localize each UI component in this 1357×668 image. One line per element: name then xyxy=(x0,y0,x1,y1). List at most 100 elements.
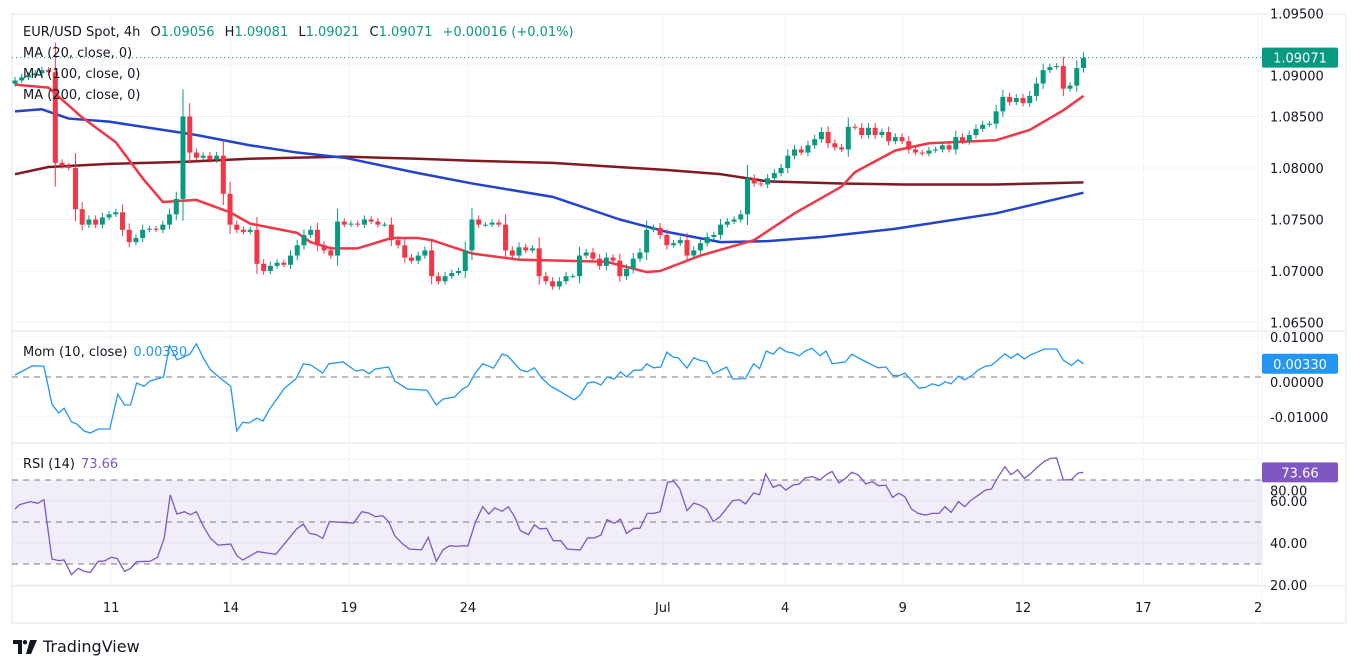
candle-body xyxy=(1080,57,1086,69)
candle-body xyxy=(899,137,905,142)
candle xyxy=(980,120,986,132)
candle-body xyxy=(59,162,65,166)
rsi-value: 73.66 xyxy=(80,457,119,472)
candle-body xyxy=(684,240,690,256)
candle-body xyxy=(402,245,408,258)
open-label: O xyxy=(150,25,161,40)
candle-body xyxy=(449,273,455,277)
candle xyxy=(684,232,690,262)
candle-body xyxy=(886,131,892,142)
candle-body xyxy=(261,263,267,271)
candle xyxy=(388,217,394,246)
candle xyxy=(173,191,179,221)
candle-body xyxy=(771,173,777,179)
candle-body xyxy=(1067,85,1073,89)
ma200-line xyxy=(14,155,1084,186)
candle-body xyxy=(375,221,381,225)
candle xyxy=(415,251,421,264)
candle-body xyxy=(429,250,435,277)
momentum-tick-label: 0.01000 xyxy=(1270,331,1324,346)
candle-body xyxy=(973,128,979,136)
candle-body xyxy=(939,145,945,150)
candle-body xyxy=(86,219,92,225)
candle xyxy=(187,103,193,164)
rsi-tick-label: 80.00 xyxy=(1270,484,1307,499)
candle xyxy=(153,225,159,233)
momentum-legend[interactable]: Mom (10, close) 0.00330 xyxy=(23,345,193,361)
candle xyxy=(697,238,703,255)
candle xyxy=(576,246,582,284)
candle xyxy=(993,105,999,129)
momentum-line xyxy=(14,342,1084,434)
candle xyxy=(469,207,475,260)
candle-body xyxy=(153,228,159,230)
candle xyxy=(657,223,663,239)
ma20-legend[interactable]: MA (20, close, 0) xyxy=(23,46,133,61)
candle xyxy=(200,152,206,161)
candle xyxy=(503,214,509,259)
candle xyxy=(261,259,267,275)
candle xyxy=(899,133,905,145)
candle-body xyxy=(66,165,72,168)
brand-name: TradingView xyxy=(43,637,140,656)
candle-body xyxy=(879,131,885,136)
price-tick-label: 1.07000 xyxy=(1270,265,1324,280)
candle xyxy=(711,231,717,240)
candle-body xyxy=(738,214,744,220)
candle xyxy=(12,76,18,87)
candle xyxy=(113,209,119,217)
candle xyxy=(516,242,522,260)
candle-body xyxy=(993,111,999,124)
candle-body xyxy=(960,137,966,142)
rsi-band-fill xyxy=(12,480,1262,564)
last-price-badge-bg xyxy=(1262,47,1338,68)
price-tick-label: 1.08500 xyxy=(1270,111,1324,126)
candle xyxy=(456,267,462,276)
rsi-legend[interactable]: RSI (14) 73.66 xyxy=(23,457,124,473)
axes[interactable]: 11 14 19 24 Jul 4 9 12 17 2 1.09500 1.09000 1.08500 1… xyxy=(12,8,1338,617)
candle-body xyxy=(32,73,38,76)
candle-body xyxy=(583,252,589,256)
candle-body xyxy=(986,123,992,125)
candle xyxy=(718,218,724,240)
close-value: 1.09071 xyxy=(378,25,433,40)
candle-body xyxy=(220,155,226,194)
time-tick-label: 17 xyxy=(1135,601,1152,616)
ma100-legend[interactable]: MA (100, close, 0) xyxy=(23,67,141,82)
momentum-label: Mom (10, close) xyxy=(23,345,128,360)
tradingview-logo[interactable]: TradingView xyxy=(13,637,140,656)
candle xyxy=(738,210,744,223)
candle-body xyxy=(697,243,703,251)
candle-body xyxy=(1040,70,1046,84)
candle xyxy=(281,259,287,268)
price-tick-label: 1.07500 xyxy=(1270,214,1324,229)
candle-body xyxy=(798,149,804,153)
candle-body xyxy=(469,219,475,251)
rsi-line xyxy=(14,457,1084,576)
candle xyxy=(536,237,542,285)
grid xyxy=(11,13,1347,624)
time-tick-label: 14 xyxy=(222,601,239,616)
candle xyxy=(879,128,885,138)
candle-body xyxy=(489,222,495,225)
candle xyxy=(402,238,408,263)
candle xyxy=(361,215,367,228)
candle-body xyxy=(1027,95,1033,104)
candle xyxy=(1074,60,1080,92)
candle xyxy=(227,181,233,235)
candle xyxy=(966,130,972,145)
candle xyxy=(644,220,650,260)
candle xyxy=(314,222,320,252)
candle-body xyxy=(576,255,582,277)
candle xyxy=(476,215,482,228)
ma200-legend[interactable]: MA (200, close, 0) xyxy=(23,88,141,103)
symbol-title[interactable]: EUR/USD Spot, 4h xyxy=(23,25,141,40)
candle xyxy=(106,210,112,221)
candle xyxy=(724,218,730,228)
candle-body xyxy=(845,126,851,150)
candle xyxy=(1080,52,1086,73)
candle xyxy=(133,234,139,246)
candle-body xyxy=(758,183,764,185)
candle-body xyxy=(906,141,912,150)
